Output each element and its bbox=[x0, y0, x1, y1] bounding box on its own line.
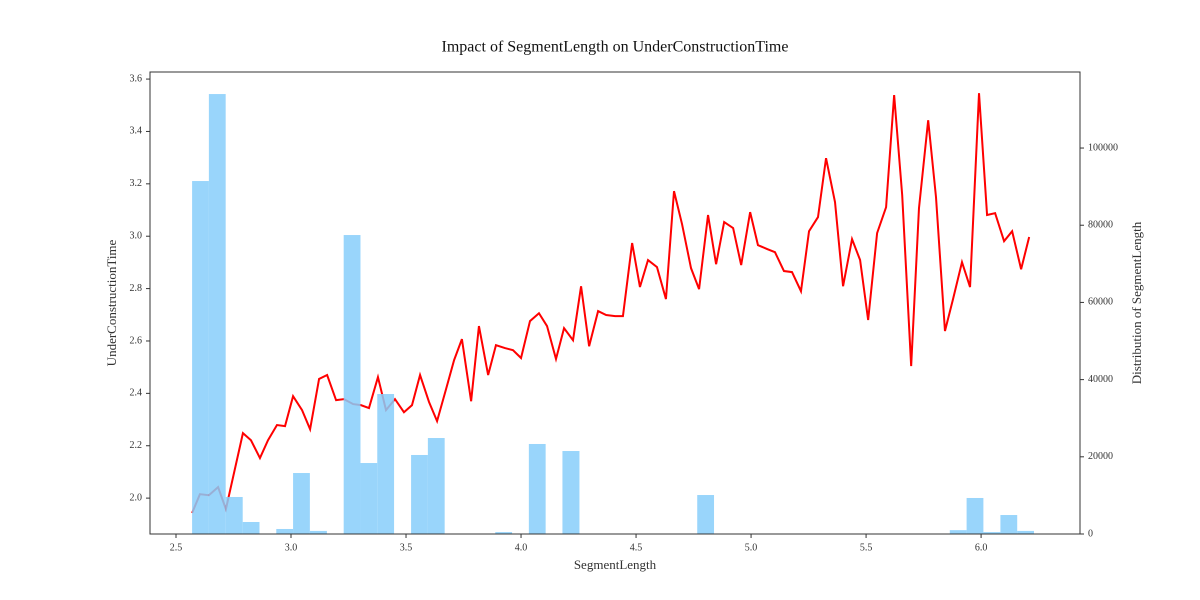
histogram-bar bbox=[1000, 515, 1018, 534]
y-tick-label: 2.0 bbox=[130, 492, 143, 503]
histogram-bar bbox=[309, 530, 327, 534]
y-tick-label: 3.6 bbox=[130, 73, 143, 84]
y-tick-label: 2.6 bbox=[130, 335, 143, 346]
y2-tick-label: 60000 bbox=[1088, 297, 1113, 308]
line-series bbox=[191, 93, 1031, 514]
histogram-bar bbox=[192, 181, 209, 534]
histogram-bar bbox=[427, 438, 445, 534]
y2-axis-label: Distribution of SegmentLength bbox=[1129, 221, 1144, 384]
x-tick-label: 6.0 bbox=[975, 542, 988, 553]
x-tick-label: 5.0 bbox=[745, 542, 758, 553]
histogram-bar bbox=[495, 532, 513, 534]
histogram-bar bbox=[966, 497, 984, 534]
y2-tick-label: 0 bbox=[1088, 528, 1093, 539]
y-tick-label: 2.4 bbox=[130, 388, 143, 399]
histogram-bar bbox=[411, 454, 428, 534]
histogram-bar bbox=[1017, 530, 1034, 534]
histogram-bar bbox=[377, 394, 395, 534]
chart-title: Impact of SegmentLength on UnderConstruc… bbox=[442, 39, 789, 56]
x-tick-label: 5.5 bbox=[860, 542, 873, 553]
histogram-bar bbox=[343, 235, 361, 534]
y-tick-label: 3.2 bbox=[130, 178, 143, 189]
y-axis-label: UnderConstructionTime bbox=[104, 239, 119, 366]
y2-tick-label: 80000 bbox=[1088, 220, 1113, 231]
y-tick-label: 2.2 bbox=[130, 440, 143, 451]
plot-frame bbox=[149, 71, 1081, 535]
x-axis-label: SegmentLength bbox=[574, 557, 657, 572]
x-tick-label: 2.5 bbox=[170, 542, 183, 553]
histogram-bar bbox=[208, 94, 226, 534]
histogram-bar bbox=[528, 443, 546, 534]
y-tick-label: 3.0 bbox=[130, 231, 143, 242]
y-tick-label: 3.4 bbox=[130, 126, 143, 137]
x-tick-label: 4.0 bbox=[515, 542, 528, 553]
x-tick-label: 3.5 bbox=[400, 542, 413, 553]
y2-tick-label: 40000 bbox=[1088, 374, 1113, 385]
histogram-bar bbox=[697, 495, 715, 534]
histogram-bar bbox=[276, 528, 294, 534]
histogram-bar bbox=[225, 496, 243, 534]
y2-tick-label: 20000 bbox=[1088, 451, 1113, 462]
histogram-bar bbox=[983, 532, 1001, 534]
plot-area bbox=[191, 93, 1034, 534]
histogram-bar bbox=[360, 463, 378, 534]
y2-tick-label: 100000 bbox=[1088, 142, 1118, 153]
y-tick-label: 2.8 bbox=[130, 283, 143, 294]
histogram-bar bbox=[242, 521, 260, 534]
histogram-bar bbox=[562, 451, 580, 534]
histogram-bar bbox=[293, 473, 310, 534]
x-tick-label: 4.5 bbox=[630, 542, 643, 553]
histogram-bar bbox=[949, 530, 967, 534]
x-tick-label: 3.0 bbox=[285, 542, 298, 553]
